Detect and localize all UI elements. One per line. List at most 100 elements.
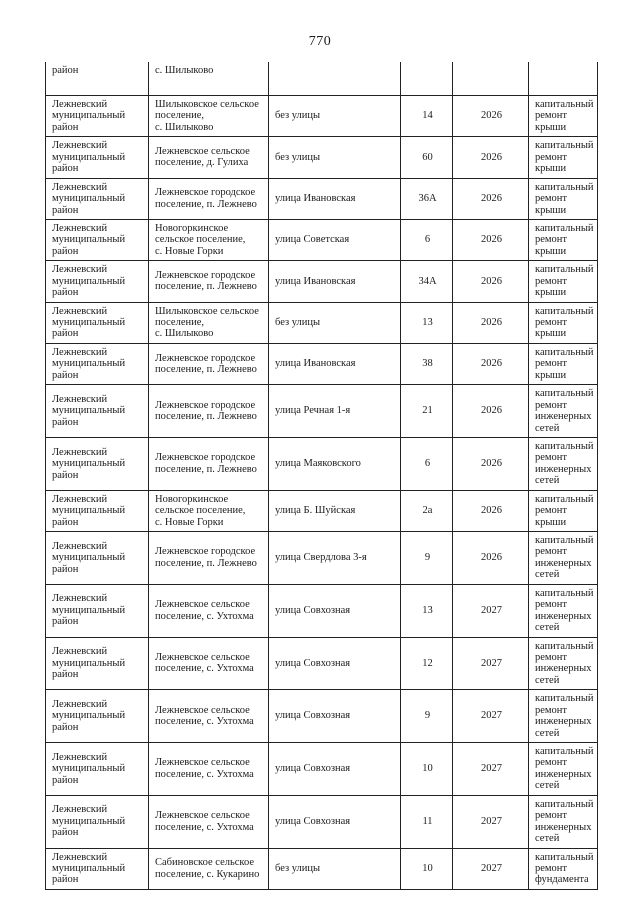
cell-street: улица Ивановская <box>268 260 401 303</box>
cell-settlement: Лежневское городское поселение, п. Лежне… <box>148 177 269 220</box>
cell-work-type: капитальный ремонт инженерных сетей <box>528 689 598 743</box>
table-row: Лежневский муниципальный район Сабиновск… <box>45 847 598 890</box>
cell-house-number: 10 <box>400 742 453 796</box>
cell-house-number: 13 <box>400 301 453 344</box>
cell-district: район <box>45 62 149 96</box>
table-row: Лежневский муниципальный район Лежневско… <box>45 384 598 438</box>
cell-house-number: 34А <box>400 260 453 303</box>
table-row: Лежневский муниципальный район Лежневско… <box>45 177 598 220</box>
cell-street: без улицы <box>268 847 401 890</box>
cell-work-type: капитальный ремонт фундамента <box>528 847 598 890</box>
cell-street <box>268 62 401 96</box>
cell-house-number: 36А <box>400 177 453 220</box>
cell-year: 2026 <box>452 436 529 491</box>
cell-work-type: капитальный ремонт инженерных сетей <box>528 436 598 491</box>
cell-work-type: капитальный ремонт крыши <box>528 489 598 533</box>
cell-house-number: 9 <box>400 689 453 743</box>
cell-district: Лежневский муниципальный район <box>45 742 149 796</box>
cell-house-number: 38 <box>400 342 453 386</box>
cell-year: 2027 <box>452 794 529 849</box>
cell-settlement: Лежневское сельское поселение, с. Ухтохм… <box>148 636 269 691</box>
cell-work-type: капитальный ремонт крыши <box>528 94 598 138</box>
cell-house-number: 60 <box>400 136 453 179</box>
table-row: Лежневский муниципальный район Лежневско… <box>45 636 598 691</box>
cell-work-type: капитальный ремонт инженерных сетей <box>528 636 598 691</box>
cell-work-type: капитальный ремонт крыши <box>528 218 598 262</box>
cell-settlement: Лежневское сельское поселение, с. Ухтохм… <box>148 742 269 796</box>
cell-street: без улицы <box>268 94 401 138</box>
cell-district: Лежневский муниципальный район <box>45 636 149 691</box>
table-row: Лежневский муниципальный район Новогорки… <box>45 218 598 262</box>
table-row: Лежневский муниципальный район Новогорки… <box>45 489 598 533</box>
cell-work-type: капитальный ремонт инженерных сетей <box>528 531 598 585</box>
cell-settlement: Шилыковское сельское поселение, с. Шилык… <box>148 94 269 138</box>
cell-district: Лежневский муниципальный район <box>45 794 149 849</box>
cell-settlement: Лежневское сельское поселение, с. Ухтохм… <box>148 583 269 638</box>
cell-district: Лежневский муниципальный район <box>45 489 149 533</box>
cell-settlement: Новогоркинское сельское поселение, с. Но… <box>148 489 269 533</box>
cell-street: улица Свердлова 3-я <box>268 531 401 585</box>
cell-street: улица Речная 1-я <box>268 384 401 438</box>
cell-house-number: 14 <box>400 94 453 138</box>
cell-district: Лежневский муниципальный район <box>45 531 149 585</box>
cell-settlement: Новогоркинское сельское поселение, с. Но… <box>148 218 269 262</box>
cell-district: Лежневский муниципальный район <box>45 689 149 743</box>
cell-year: 2026 <box>452 260 529 303</box>
cell-house-number: 9 <box>400 531 453 585</box>
cell-year: 2026 <box>452 177 529 220</box>
cell-year: 2026 <box>452 218 529 262</box>
table-row: Лежневский муниципальный район Лежневско… <box>45 689 598 743</box>
cell-settlement: Лежневское городское поселение, п. Лежне… <box>148 342 269 386</box>
cell-year: 2027 <box>452 636 529 691</box>
cell-year: 2026 <box>452 94 529 138</box>
cell-settlement: Лежневское сельское поселение, д. Гулиха <box>148 136 269 179</box>
cell-house-number: 11 <box>400 794 453 849</box>
table-row: Лежневский муниципальный район Лежневско… <box>45 794 598 849</box>
cell-settlement: Шилыковское сельское поселение, с. Шилык… <box>148 301 269 344</box>
cell-street: без улицы <box>268 301 401 344</box>
table-row: Лежневский муниципальный район Лежневско… <box>45 742 598 796</box>
cell-street: улица Совхозная <box>268 689 401 743</box>
cell-house-number: 21 <box>400 384 453 438</box>
cell-work-type: капитальный ремонт инженерных сетей <box>528 742 598 796</box>
cell-house-number: 12 <box>400 636 453 691</box>
cell-street: улица Б. Шуйская <box>268 489 401 533</box>
cell-work-type: капитальный ремонт инженерных сетей <box>528 384 598 438</box>
table-row: Лежневский муниципальный район Шилыковск… <box>45 301 598 344</box>
cell-district: Лежневский муниципальный район <box>45 177 149 220</box>
cell-district: Лежневский муниципальный район <box>45 436 149 491</box>
cell-street: улица Советская <box>268 218 401 262</box>
cell-street: без улицы <box>268 136 401 179</box>
cell-settlement: Лежневское сельское поселение, с. Ухтохм… <box>148 794 269 849</box>
cell-district: Лежневский муниципальный район <box>45 260 149 303</box>
cell-work-type: капитальный ремонт инженерных сетей <box>528 583 598 638</box>
cell-street: улица Ивановская <box>268 177 401 220</box>
cell-year <box>452 62 529 96</box>
cell-year: 2027 <box>452 583 529 638</box>
cell-street: улица Совхозная <box>268 742 401 796</box>
capital-repair-schedule-table: район с. Шилыково Лежневский муниципальн… <box>45 62 598 890</box>
cell-settlement: Лежневское сельское поселение, с. Ухтохм… <box>148 689 269 743</box>
table-row: Лежневский муниципальный район Лежневско… <box>45 136 598 179</box>
cell-settlement: с. Шилыково <box>148 62 269 96</box>
cell-year: 2026 <box>452 301 529 344</box>
cell-year: 2026 <box>452 489 529 533</box>
cell-work-type: капитальный ремонт крыши <box>528 136 598 179</box>
table-row: Лежневский муниципальный район Лежневско… <box>45 342 598 386</box>
cell-district: Лежневский муниципальный район <box>45 94 149 138</box>
cell-year: 2026 <box>452 384 529 438</box>
cell-district: Лежневский муниципальный район <box>45 301 149 344</box>
table-row: Лежневский муниципальный район Шилыковск… <box>45 94 598 138</box>
cell-settlement: Лежневское городское поселение, п. Лежне… <box>148 384 269 438</box>
cell-house-number: 6 <box>400 218 453 262</box>
cell-district: Лежневский муниципальный район <box>45 218 149 262</box>
cell-year: 2026 <box>452 136 529 179</box>
cell-district: Лежневский муниципальный район <box>45 136 149 179</box>
cell-work-type: капитальный ремонт крыши <box>528 177 598 220</box>
table-row: район с. Шилыково <box>45 62 598 96</box>
cell-district: Лежневский муниципальный район <box>45 847 149 890</box>
cell-work-type <box>528 62 598 96</box>
cell-work-type: капитальный ремонт крыши <box>528 301 598 344</box>
cell-settlement: Лежневское городское поселение, п. Лежне… <box>148 260 269 303</box>
